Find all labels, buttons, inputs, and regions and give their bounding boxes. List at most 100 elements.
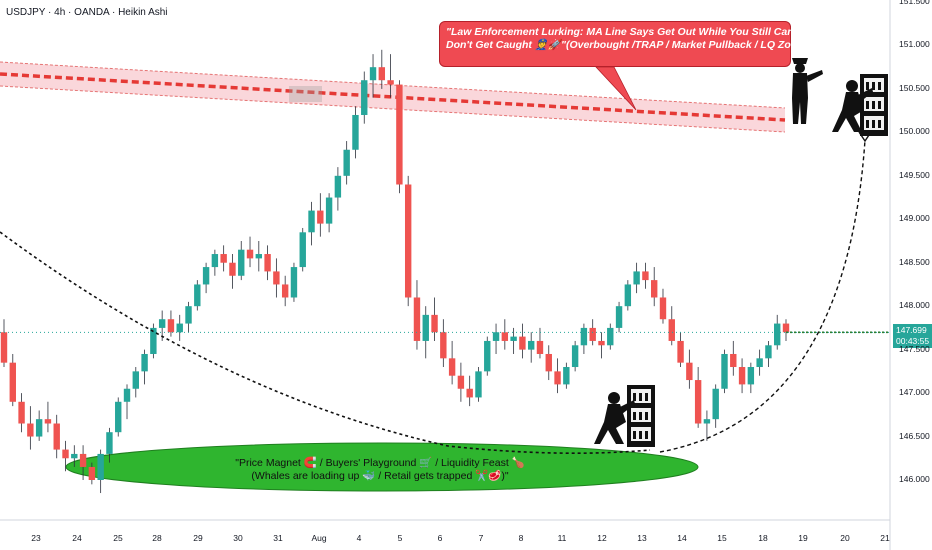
- y-tick-label: 146.500: [899, 430, 930, 441]
- jail-building-lower: [627, 385, 655, 447]
- prisoner-figure: [866, 82, 869, 90]
- prisoner-figure: [639, 393, 642, 401]
- bear-candle: [44, 419, 52, 424]
- prisoner-figure: [872, 82, 875, 90]
- x-tick-label: 7: [478, 533, 484, 543]
- bear-candle: [448, 358, 456, 376]
- prisoner-figure: [872, 120, 875, 128]
- bull-candle: [492, 332, 500, 341]
- bear-candle: [642, 271, 649, 281]
- prisoner-figure: [645, 412, 648, 420]
- price-axis[interactable]: [0, 0, 891, 550]
- x-tick-label: 31: [273, 533, 283, 543]
- trap-marker-box: [289, 86, 322, 102]
- x-tick-label: 5: [397, 533, 403, 543]
- bear-candle: [0, 332, 8, 363]
- bull-candle: [150, 327, 157, 354]
- bull-candle: [369, 67, 377, 81]
- silhouette-layer: [594, 58, 888, 447]
- bear-candle: [554, 371, 561, 385]
- x-tick-label: 30: [233, 533, 243, 543]
- bull-candle: [747, 367, 755, 385]
- x-tick-label: 13: [637, 533, 647, 543]
- prisoner-figure: [633, 431, 636, 439]
- bull-candle: [563, 367, 570, 385]
- bull-candle: [123, 388, 131, 402]
- bull-candle: [334, 175, 342, 198]
- bull-candle: [97, 453, 104, 480]
- y-tick-label: 149.000: [899, 213, 930, 224]
- bear-candle: [519, 336, 526, 350]
- bull-candle: [158, 319, 166, 328]
- dotted-decline-curve: [0, 231, 651, 454]
- bull-candle: [774, 323, 781, 346]
- prisoner-figure: [645, 393, 648, 401]
- officer-cap: [792, 58, 808, 64]
- y-tick-label: 146.000: [899, 474, 930, 484]
- bull-candle: [571, 345, 579, 368]
- liquidity-zone-layer: [65, 442, 699, 492]
- x-tick-label: 24: [72, 533, 82, 543]
- bear-candle: [281, 284, 289, 298]
- bear-candle: [659, 297, 667, 320]
- resistance-band: [0, 62, 785, 132]
- prisoner-figure: [639, 412, 642, 420]
- bull-candle: [422, 314, 429, 341]
- figure-body: [594, 404, 626, 444]
- bear-candle: [589, 327, 596, 341]
- x-tick-label: 11: [557, 533, 567, 543]
- x-tick-label: 21: [880, 533, 890, 543]
- bear-candle: [79, 453, 87, 467]
- bar-countdown: 00:43:55: [896, 336, 930, 346]
- resistance-band-bottom: [0, 85, 786, 133]
- x-tick-label: 8: [518, 533, 524, 543]
- bull-candle: [721, 353, 728, 389]
- liquidity-zone-line1: "Price Magnet 🧲 / Buyers' Playground 🛒 /…: [235, 457, 525, 469]
- bull-candle: [510, 336, 517, 341]
- bull-candle: [343, 149, 350, 176]
- bull-candle: [115, 401, 122, 433]
- trap-callout-line2: Don't Get Caught 👮🚀"(Overbought /TRAP / …: [446, 39, 807, 51]
- bear-candle: [246, 249, 254, 259]
- bear-candle: [738, 367, 746, 385]
- bull-candle: [624, 284, 632, 307]
- prisoner-figure: [866, 101, 869, 109]
- bull-candle: [194, 284, 201, 307]
- bull-candle: [132, 371, 139, 389]
- prisoner-figure: [878, 101, 881, 109]
- bull-candle: [211, 254, 219, 268]
- bear-candle: [273, 271, 280, 285]
- bear-candle: [782, 323, 790, 333]
- bull-candle: [580, 327, 588, 346]
- x-tick-label: 14: [677, 533, 687, 543]
- bull-candle: [35, 419, 43, 437]
- bear-candle: [457, 375, 465, 389]
- bull-candle: [703, 419, 711, 424]
- y-tick-label: 148.000: [899, 300, 930, 311]
- bull-candle: [484, 340, 491, 372]
- figure-head: [608, 392, 620, 404]
- bull-candle: [352, 114, 359, 150]
- x-tick-label: 12: [597, 533, 607, 543]
- bear-candle: [387, 80, 394, 85]
- bear-candle: [545, 353, 552, 372]
- x-tick-label: 4: [356, 533, 362, 543]
- symbol-header: USDJPY · 4h · OANDA · Heikin Ashi: [6, 7, 168, 18]
- bear-candle: [88, 466, 96, 480]
- ma-resistance-line: [0, 72, 786, 122]
- bear-candle: [413, 297, 421, 341]
- bull-candle: [325, 197, 333, 224]
- officer-body: [792, 73, 808, 124]
- jail-building-upper: [860, 74, 888, 136]
- bear-candle: [53, 423, 60, 450]
- bear-candle: [501, 332, 509, 341]
- bull-candle: [185, 306, 192, 324]
- resistance-band-layer: [0, 61, 786, 133]
- police-officer-silhouette: [792, 58, 823, 124]
- prisoner-figure: [878, 82, 881, 90]
- bear-candle: [220, 254, 227, 263]
- figure-arm: [856, 88, 873, 102]
- y-tick-label: 150.000: [899, 126, 930, 137]
- bull-candle: [106, 432, 113, 454]
